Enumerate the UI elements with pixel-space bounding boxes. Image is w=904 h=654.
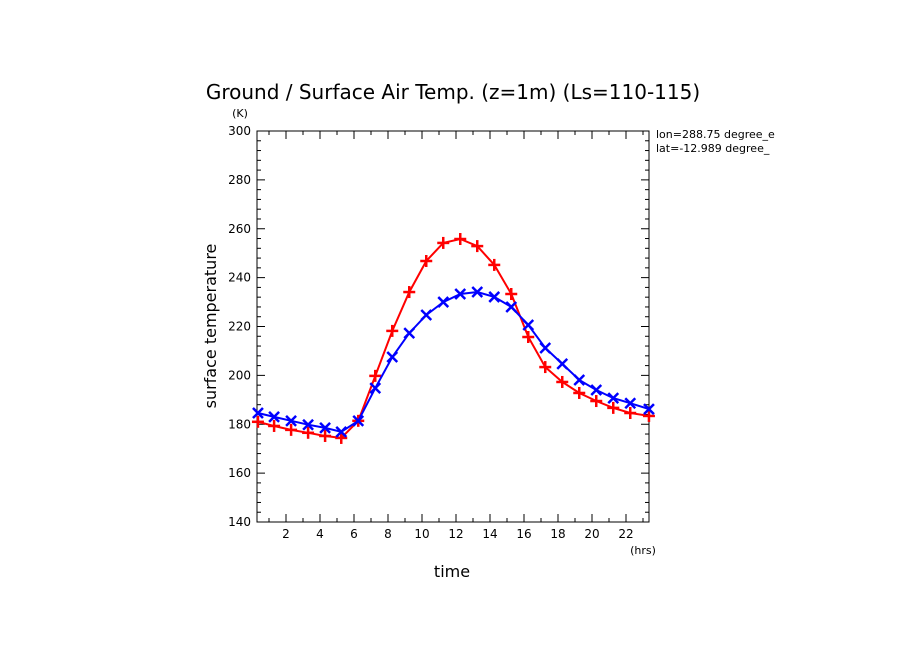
data-point (403, 327, 416, 339)
x-axis-label: time (434, 562, 470, 581)
data-point (386, 351, 399, 363)
data-point (505, 301, 518, 313)
data-point (369, 382, 382, 394)
y-tick-label: 160 (228, 466, 251, 480)
data-point (590, 395, 603, 408)
x-unit-label: (hrs) (630, 544, 656, 557)
annotation-lon: lon=288.75 degree_e (656, 128, 775, 141)
x-tick-label: 16 (516, 527, 531, 541)
data-point (556, 375, 569, 388)
y-tick-label: 240 (228, 271, 251, 285)
y-tick-label: 260 (228, 222, 251, 236)
series-surface-air (252, 286, 655, 438)
data-point (488, 291, 501, 303)
series-group (251, 233, 655, 444)
data-point (643, 403, 655, 415)
x-tick-label: 6 (350, 527, 358, 541)
data-point (302, 418, 314, 431)
y-tick-label: 280 (228, 173, 251, 187)
data-point (642, 409, 655, 422)
data-point (437, 296, 450, 308)
data-point (252, 407, 264, 419)
data-point (302, 426, 315, 439)
series-ground (251, 233, 655, 444)
x-tick-label: 4 (316, 527, 324, 541)
y-unit-label: (K) (232, 107, 248, 120)
data-point (437, 236, 450, 249)
x-tick-label: 20 (584, 527, 599, 541)
data-point (607, 392, 620, 404)
data-point (386, 324, 399, 337)
data-point (420, 309, 433, 321)
annotation-lat: lat=-12.989 degree_ (656, 142, 770, 155)
data-point (335, 431, 348, 444)
data-point (522, 319, 535, 331)
data-point (335, 425, 348, 438)
x-tick-label: 8 (384, 527, 392, 541)
y-tick-label: 180 (228, 417, 251, 431)
data-point (319, 422, 331, 434)
data-point (539, 361, 552, 374)
data-point (590, 384, 603, 396)
data-point (268, 419, 281, 432)
data-point (624, 397, 637, 410)
data-point (454, 233, 467, 246)
data-point (420, 255, 433, 268)
data-point (573, 374, 586, 386)
x-tick-label: 18 (550, 527, 565, 541)
data-point (268, 411, 280, 423)
chart-title: Ground / Surface Air Temp. (z=1m) (Ls=11… (206, 80, 700, 104)
y-tick-label: 140 (228, 515, 251, 529)
data-point (573, 386, 586, 399)
data-point (522, 331, 535, 344)
y-axis-label: surface temperature (201, 244, 220, 409)
data-point (352, 414, 365, 427)
data-point (454, 288, 467, 300)
plot-frame (256, 130, 650, 523)
data-point (556, 358, 569, 370)
data-point (471, 240, 484, 253)
y-tick-label: 300 (228, 124, 251, 138)
x-tick-label: 22 (618, 527, 633, 541)
axis-ticks: 140 160 180 200 220 240 260 280 300 2 4 6 8 10 12 14 16 1… (228, 124, 649, 541)
data-point (539, 342, 552, 354)
data-point (607, 401, 620, 414)
data-point (624, 407, 637, 420)
y-tick-label: 200 (228, 368, 251, 382)
x-tick-label: 2 (282, 527, 290, 541)
series-line (257, 237, 650, 439)
x-tick-label: 12 (448, 527, 463, 541)
data-point (285, 423, 298, 436)
data-point (319, 429, 332, 442)
series-line (257, 290, 650, 433)
data-point (403, 286, 416, 299)
data-point (251, 415, 264, 428)
data-point (505, 287, 518, 300)
y-tick-label: 220 (228, 320, 251, 334)
data-point (471, 286, 484, 298)
data-point (369, 369, 382, 382)
data-point (285, 414, 297, 427)
x-tick-label: 14 (482, 527, 497, 541)
x-tick-label: 10 (414, 527, 429, 541)
data-point (488, 258, 501, 271)
